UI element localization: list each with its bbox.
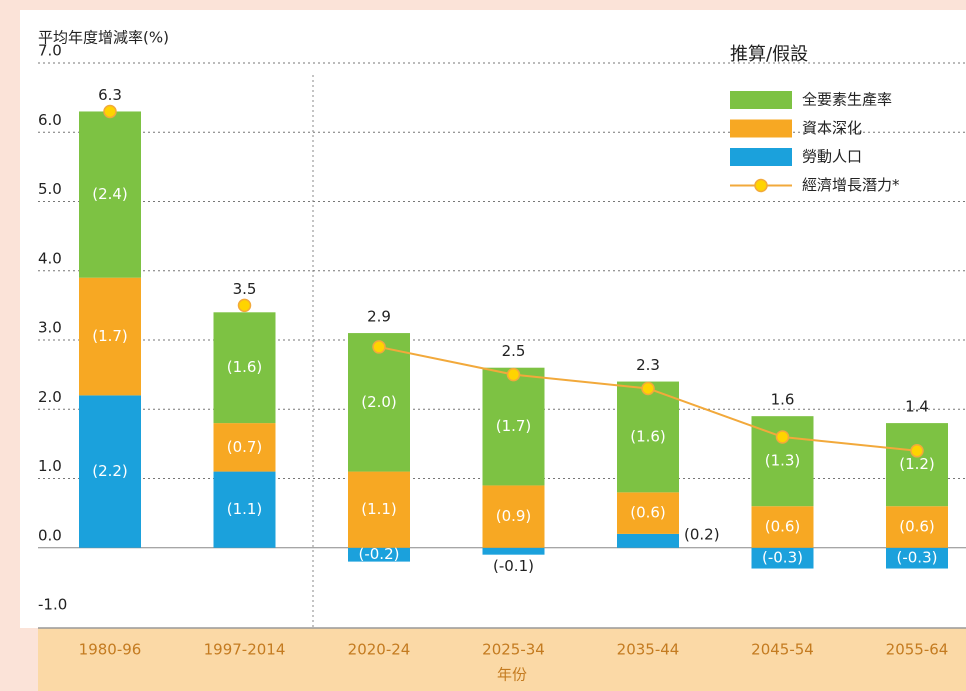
bar-segment xyxy=(482,367,545,486)
data-label: (1.2) xyxy=(899,455,935,473)
data-label: (0.6) xyxy=(765,517,801,535)
line-marker xyxy=(775,430,790,444)
data-label: (-0.3) xyxy=(762,549,803,567)
bar-segment xyxy=(617,381,679,493)
x-tick-label: 1997-2014 xyxy=(204,641,286,659)
data-label: (1.6) xyxy=(630,427,666,445)
bar-segment xyxy=(617,533,679,548)
data-label: (1.6) xyxy=(227,358,263,376)
x-tick-label: 2025-34 xyxy=(482,641,545,659)
x-tick-label: 2045-54 xyxy=(751,641,814,659)
data-label: (2.2) xyxy=(92,462,128,480)
data-label: (1.1) xyxy=(361,500,397,518)
bar-segment xyxy=(482,485,545,548)
data-label: (0.7) xyxy=(227,438,263,456)
legend-swatch xyxy=(730,148,792,166)
total-label: 2.5 xyxy=(502,342,526,360)
data-label: (1.1) xyxy=(227,500,263,518)
line-marker xyxy=(910,444,924,458)
total-label: 6.3 xyxy=(98,86,122,104)
data-label: (0.6) xyxy=(630,504,666,522)
y-tick-label: 6.0 xyxy=(38,111,62,129)
y-tick-label: 4.0 xyxy=(38,249,62,267)
y-tick-label: 5.0 xyxy=(38,180,62,198)
legend-marker xyxy=(754,178,768,193)
bar-segment xyxy=(348,471,410,548)
data-label: (0.2) xyxy=(684,525,720,543)
legend-label: 經濟增長潛力* xyxy=(802,176,900,194)
x-axis-label: 年份 xyxy=(497,666,527,684)
x-axis-band xyxy=(38,628,966,691)
y-tick-label: 7.0 xyxy=(38,42,62,60)
bar-segment xyxy=(751,506,814,548)
bar-segment xyxy=(886,506,948,548)
legend-swatch xyxy=(730,119,792,138)
bar-segment xyxy=(886,423,948,507)
legend-label: 勞動人口 xyxy=(802,148,862,166)
data-label: (-0.3) xyxy=(897,549,938,567)
x-tick-label: 2020-24 xyxy=(348,641,411,659)
line-marker xyxy=(506,367,521,382)
total-label: 1.4 xyxy=(905,398,929,416)
x-tick-label: 2055-64 xyxy=(886,641,949,659)
bar-segment xyxy=(79,277,141,396)
legend-label: 資本深化 xyxy=(802,119,862,137)
data-label: (1.7) xyxy=(496,417,532,435)
data-label: (0.9) xyxy=(496,507,532,525)
bar-segment xyxy=(348,547,410,562)
bar-segment xyxy=(482,547,545,555)
line-marker xyxy=(103,104,117,119)
bar-segment xyxy=(213,423,276,472)
total-label: 3.5 xyxy=(233,280,257,298)
y-tick-label: 3.0 xyxy=(38,319,62,337)
y-axis-label: 平均年度增減率(%) xyxy=(38,29,169,47)
data-label: (-0.2) xyxy=(359,545,400,563)
data-label: (1.7) xyxy=(92,327,128,345)
bar-segment xyxy=(886,547,948,569)
bar-segment xyxy=(213,312,276,424)
data-label: (1.3) xyxy=(765,452,801,470)
y-tick-label: -1.0 xyxy=(38,596,67,614)
line-segment xyxy=(378,345,514,376)
total-label: 1.6 xyxy=(771,391,795,409)
line-segment xyxy=(513,373,649,390)
line-marker xyxy=(237,298,252,313)
bar-segment xyxy=(751,547,814,569)
bar-segment xyxy=(348,333,410,472)
line-segment xyxy=(782,435,918,452)
x-tick-label: 1980-96 xyxy=(79,641,142,659)
data-label: (0.6) xyxy=(899,517,935,535)
line-segment xyxy=(647,387,783,438)
legend-title: 推算/假設 xyxy=(730,44,808,65)
data-label: (2.4) xyxy=(92,185,128,203)
x-tick-label: 2035-44 xyxy=(617,641,680,659)
line-marker xyxy=(641,381,655,396)
bar-segment xyxy=(213,471,276,548)
bar-segment xyxy=(79,111,141,278)
y-tick-label: 0.0 xyxy=(38,526,62,544)
data-label: (-0.1) xyxy=(493,557,534,575)
bar-segment xyxy=(79,395,141,548)
y-tick-label: 2.0 xyxy=(38,388,62,406)
line-marker xyxy=(372,340,386,354)
bar-segment xyxy=(617,492,679,534)
legend-label: 全要素生產率 xyxy=(802,91,892,109)
legend-swatch xyxy=(730,91,792,109)
data-label: (2.0) xyxy=(361,393,397,411)
total-label: 2.9 xyxy=(367,308,391,326)
y-tick-label: 1.0 xyxy=(38,457,62,475)
total-label: 2.3 xyxy=(636,356,660,374)
